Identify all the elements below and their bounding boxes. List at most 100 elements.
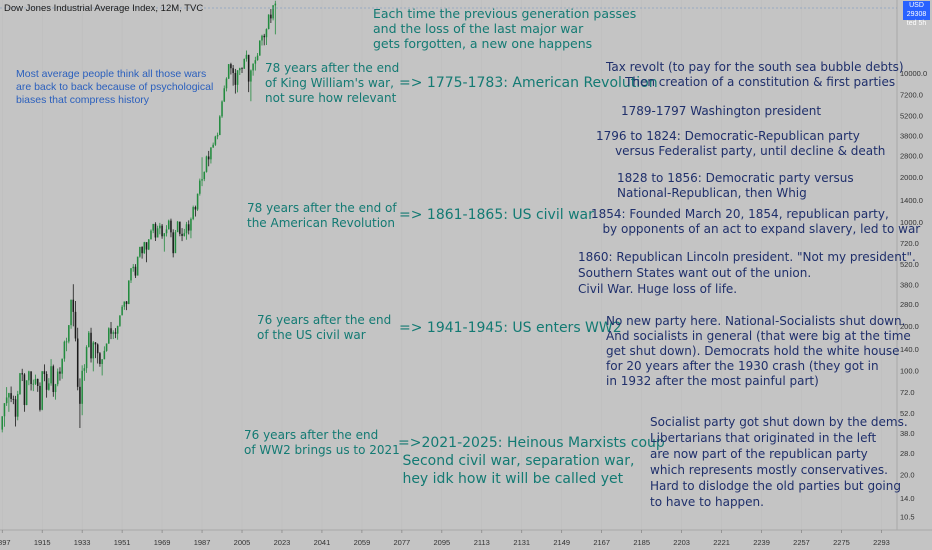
- candle-body: [21, 373, 23, 375]
- last-price-badge: USD 29308 ted 5h: [903, 1, 930, 27]
- candle-body: [258, 40, 261, 56]
- candle: [50, 359, 52, 386]
- x-tick-label: 1915: [34, 538, 51, 547]
- candle: [159, 222, 161, 235]
- candle-body: [227, 64, 230, 79]
- candle: [236, 70, 239, 93]
- candle-body: [223, 88, 226, 102]
- y-tick-label: 52.0: [900, 409, 915, 418]
- candle: [145, 242, 148, 263]
- candle-body: [68, 325, 70, 342]
- candle-body: [274, 3, 277, 6]
- candle-body: [110, 328, 112, 334]
- candle-body: [139, 246, 141, 257]
- candle-body: [32, 383, 35, 385]
- candle: [105, 343, 108, 352]
- candle: [112, 330, 115, 340]
- x-tick-label: 2131: [513, 538, 530, 547]
- candle: [21, 368, 23, 382]
- candle-body: [112, 332, 115, 334]
- y-tick-label: 5200.0: [900, 111, 923, 120]
- candle-body: [201, 179, 203, 181]
- candle: [247, 54, 250, 93]
- candle: [39, 382, 41, 412]
- candle-body: [90, 332, 92, 359]
- candle: [196, 193, 199, 211]
- candle-body: [101, 359, 103, 364]
- candle: [205, 155, 208, 173]
- candle-body: [272, 5, 274, 19]
- candle-body: [72, 299, 75, 312]
- candle: [96, 343, 99, 364]
- x-tick-label: 2059: [354, 538, 371, 547]
- candle-body: [176, 221, 179, 233]
- candle-body: [199, 180, 201, 194]
- x-tick-label: 1933: [74, 538, 91, 547]
- candle: [88, 330, 90, 348]
- candle-body: [147, 239, 150, 250]
- candle: [83, 364, 86, 381]
- candle: [8, 392, 10, 412]
- candle: [5, 387, 8, 406]
- last-price-sub: ted 5h: [906, 20, 927, 27]
- candle: [183, 228, 186, 237]
- candle: [90, 327, 92, 363]
- candle-body: [181, 233, 183, 236]
- candle: [221, 100, 223, 118]
- x-tick-label: 2203: [673, 538, 690, 547]
- x-tick-label: 2275: [833, 538, 850, 547]
- note-republican-party: 1854: Founded March 20, 1854, republican…: [591, 207, 921, 236]
- note-king-william: 78 years after the end of King William's…: [265, 61, 400, 105]
- candle: [147, 239, 150, 251]
- candle-body: [54, 384, 57, 393]
- candle-body: [61, 358, 63, 374]
- candle: [16, 390, 19, 421]
- candle: [28, 370, 30, 386]
- candle: [103, 346, 106, 360]
- y-tick-label: 10.5: [900, 512, 915, 521]
- candle: [190, 217, 192, 239]
- x-tick-label: 1987: [194, 538, 211, 547]
- note-parties-today: Socialist party got shut down by the dem…: [650, 415, 908, 509]
- candle: [234, 68, 237, 94]
- candle: [94, 342, 97, 359]
- candle: [116, 325, 119, 340]
- candle-body: [230, 64, 232, 69]
- x-tick-label: 2293: [873, 538, 890, 547]
- price-axis[interactable]: 10000.0 7200.0 5200.0 3800.0 2800.0 2000.0 140…: [900, 69, 927, 521]
- note-tax-revolt: Tax revolt (to pay for the south sea bub…: [606, 60, 904, 89]
- candle: [3, 403, 6, 427]
- candle-body: [216, 135, 219, 137]
- note-biases: Most average people think all those wars…: [16, 68, 214, 106]
- candle: [128, 280, 130, 305]
- note-ww2: => 1941-1945: US enters WW2: [399, 320, 622, 336]
- candle-body: [16, 394, 19, 417]
- candle: [54, 383, 57, 400]
- candle: [10, 386, 12, 403]
- candles: [1, 0, 277, 433]
- candle-body: [210, 147, 212, 160]
- candle-body: [81, 370, 83, 404]
- x-tick-label: 2023: [274, 538, 291, 547]
- candle: [261, 34, 263, 46]
- candle: [125, 301, 128, 311]
- y-tick-label: 28.0: [900, 449, 915, 458]
- candle-body: [14, 399, 17, 417]
- candle: [85, 345, 88, 373]
- candle: [61, 358, 63, 379]
- candle-body: [132, 266, 134, 269]
- y-tick-label: 3800.0: [900, 132, 923, 141]
- y-tick-label: 10000.0: [900, 69, 927, 78]
- candle: [272, 4, 274, 21]
- candle: [192, 205, 194, 221]
- time-axis[interactable]: 1897 1915 1933 1951 1969 1987 2005 2023 2041 2059…: [0, 530, 890, 547]
- candle: [92, 340, 95, 372]
- candle-body: [179, 221, 181, 234]
- candle-body: [192, 207, 194, 219]
- candle: [174, 230, 177, 254]
- y-tick-label: 20.0: [900, 471, 915, 480]
- candle: [163, 233, 166, 252]
- candle-body: [76, 338, 79, 387]
- candle: [199, 178, 201, 196]
